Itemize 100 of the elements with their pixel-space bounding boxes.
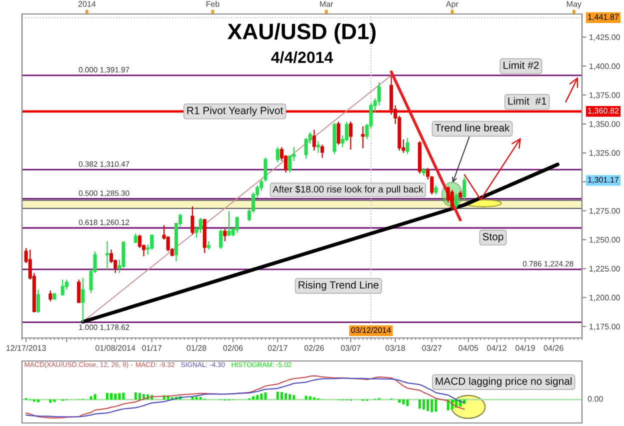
annotation: Limit #2: [504, 61, 539, 69]
candlestick: [60, 279, 64, 296]
candlestick: [320, 144, 324, 158]
x2-tick-label: May: [566, 1, 582, 8]
bar: [430, 400, 434, 412]
candlestick: [406, 137, 410, 155]
x-tick-label: 04/12: [487, 344, 506, 351]
candlestick: [316, 140, 320, 154]
candlestick: [454, 192, 458, 209]
candlestick: [81, 277, 85, 323]
text: 4/4/2014: [271, 51, 334, 64]
ref-line-label: 1,360.82: [588, 108, 619, 115]
bar: [398, 400, 401, 403]
candlestick: [134, 233, 138, 244]
y-tick-label: 1,250.00: [590, 236, 620, 244]
candlestick: [312, 129, 316, 152]
bar: [418, 400, 421, 409]
bar: [426, 400, 430, 412]
bar: [292, 395, 296, 400]
bar: [122, 392, 125, 400]
bar: [422, 400, 425, 410]
candlestick: [235, 216, 239, 234]
candlestick: [434, 184, 438, 196]
candlestick: [276, 146, 280, 163]
candlestick: [332, 122, 336, 155]
bar: [49, 400, 52, 403]
y-tick-label: 1,200.00: [590, 294, 620, 302]
bar: [308, 396, 312, 400]
x-tick-label: 01/28: [186, 344, 206, 351]
bar: [280, 392, 283, 400]
text: 1,301.17: [588, 176, 619, 184]
bar: [252, 396, 255, 400]
candlestick: [458, 190, 462, 200]
bar: [276, 392, 279, 400]
x-tick-label: 03/07: [340, 344, 360, 351]
candlestick: [52, 292, 56, 300]
annotation: Rising Trend Line: [298, 280, 378, 291]
bar: [402, 400, 405, 404]
candlestick: [219, 229, 223, 250]
bar: [118, 393, 121, 400]
x2-tick-label: 2014: [78, 1, 96, 7]
y-tick-label: 1,275.00: [590, 208, 620, 215]
bar: [199, 396, 202, 400]
x2-tick-label: Feb: [206, 0, 220, 7]
candlestick: [202, 218, 206, 254]
bar: [110, 393, 112, 400]
bar: [114, 394, 117, 400]
x-tick-label: 02/17: [268, 344, 288, 351]
bar: [260, 394, 263, 400]
candlestick: [348, 121, 352, 150]
bar: [94, 394, 96, 400]
bar: [138, 392, 141, 400]
x-tick-label: 02/06: [223, 344, 243, 351]
x-tick-label: 01/17: [142, 344, 162, 351]
candlestick: [223, 228, 227, 242]
bar: [312, 397, 316, 400]
bar: [304, 396, 308, 400]
annotation: Limit #1: [508, 97, 546, 105]
candlestick: [105, 240, 109, 270]
candlestick: [450, 189, 454, 212]
candlestick: [227, 210, 231, 237]
x2-tick-label: Mar: [320, 1, 334, 7]
candlestick: [150, 234, 154, 250]
candlestick: [361, 126, 365, 149]
annotation: R1 Pivot Yearly Pivot: [187, 106, 284, 116]
x-tick-label: 04/19: [515, 344, 535, 351]
candlestick: [36, 289, 40, 314]
x-tick-label: 03/27: [422, 344, 442, 351]
annotation: MACD lagging price no signal: [436, 377, 572, 387]
bar: [434, 400, 438, 412]
x-tick-label: 01/08/2014: [95, 344, 136, 351]
annotation: After $18.00 rise look for a pull back: [272, 185, 424, 194]
bar: [288, 394, 292, 400]
annotation: Stop: [482, 232, 504, 242]
chart-title: XAU/USD (D1): [228, 23, 376, 44]
x-tick-label: 02/26: [304, 344, 324, 351]
bar: [106, 392, 108, 400]
candlestick: [77, 279, 81, 304]
x2-tick-label: Apr: [446, 1, 458, 8]
candlestick: [206, 240, 210, 250]
candlestick: [418, 140, 422, 174]
y-tick-label: 1,175.00: [590, 324, 620, 330]
candlestick: [190, 206, 194, 236]
candlestick: [336, 121, 340, 146]
text: 0.00: [588, 396, 603, 402]
x-tick-label: 04/05: [458, 344, 478, 351]
ref-line-label: 03/12/2014: [351, 327, 391, 333]
annotation: Trend line break: [435, 124, 510, 132]
y-tick-label: 1,325.00: [590, 150, 620, 157]
candlestick: [122, 240, 126, 269]
candlestick: [422, 167, 426, 177]
y-tick-label: 1,225.00: [590, 266, 620, 273]
bar: [284, 393, 287, 400]
bar: [37, 400, 40, 402]
y-tick-label: 1,425.00: [590, 34, 620, 42]
candlestick: [48, 290, 52, 302]
candlestick: [462, 176, 466, 200]
bar: [134, 392, 137, 400]
x-tick-label: 04/26: [544, 344, 564, 351]
y-tick-label: 1,375.00: [590, 92, 620, 99]
